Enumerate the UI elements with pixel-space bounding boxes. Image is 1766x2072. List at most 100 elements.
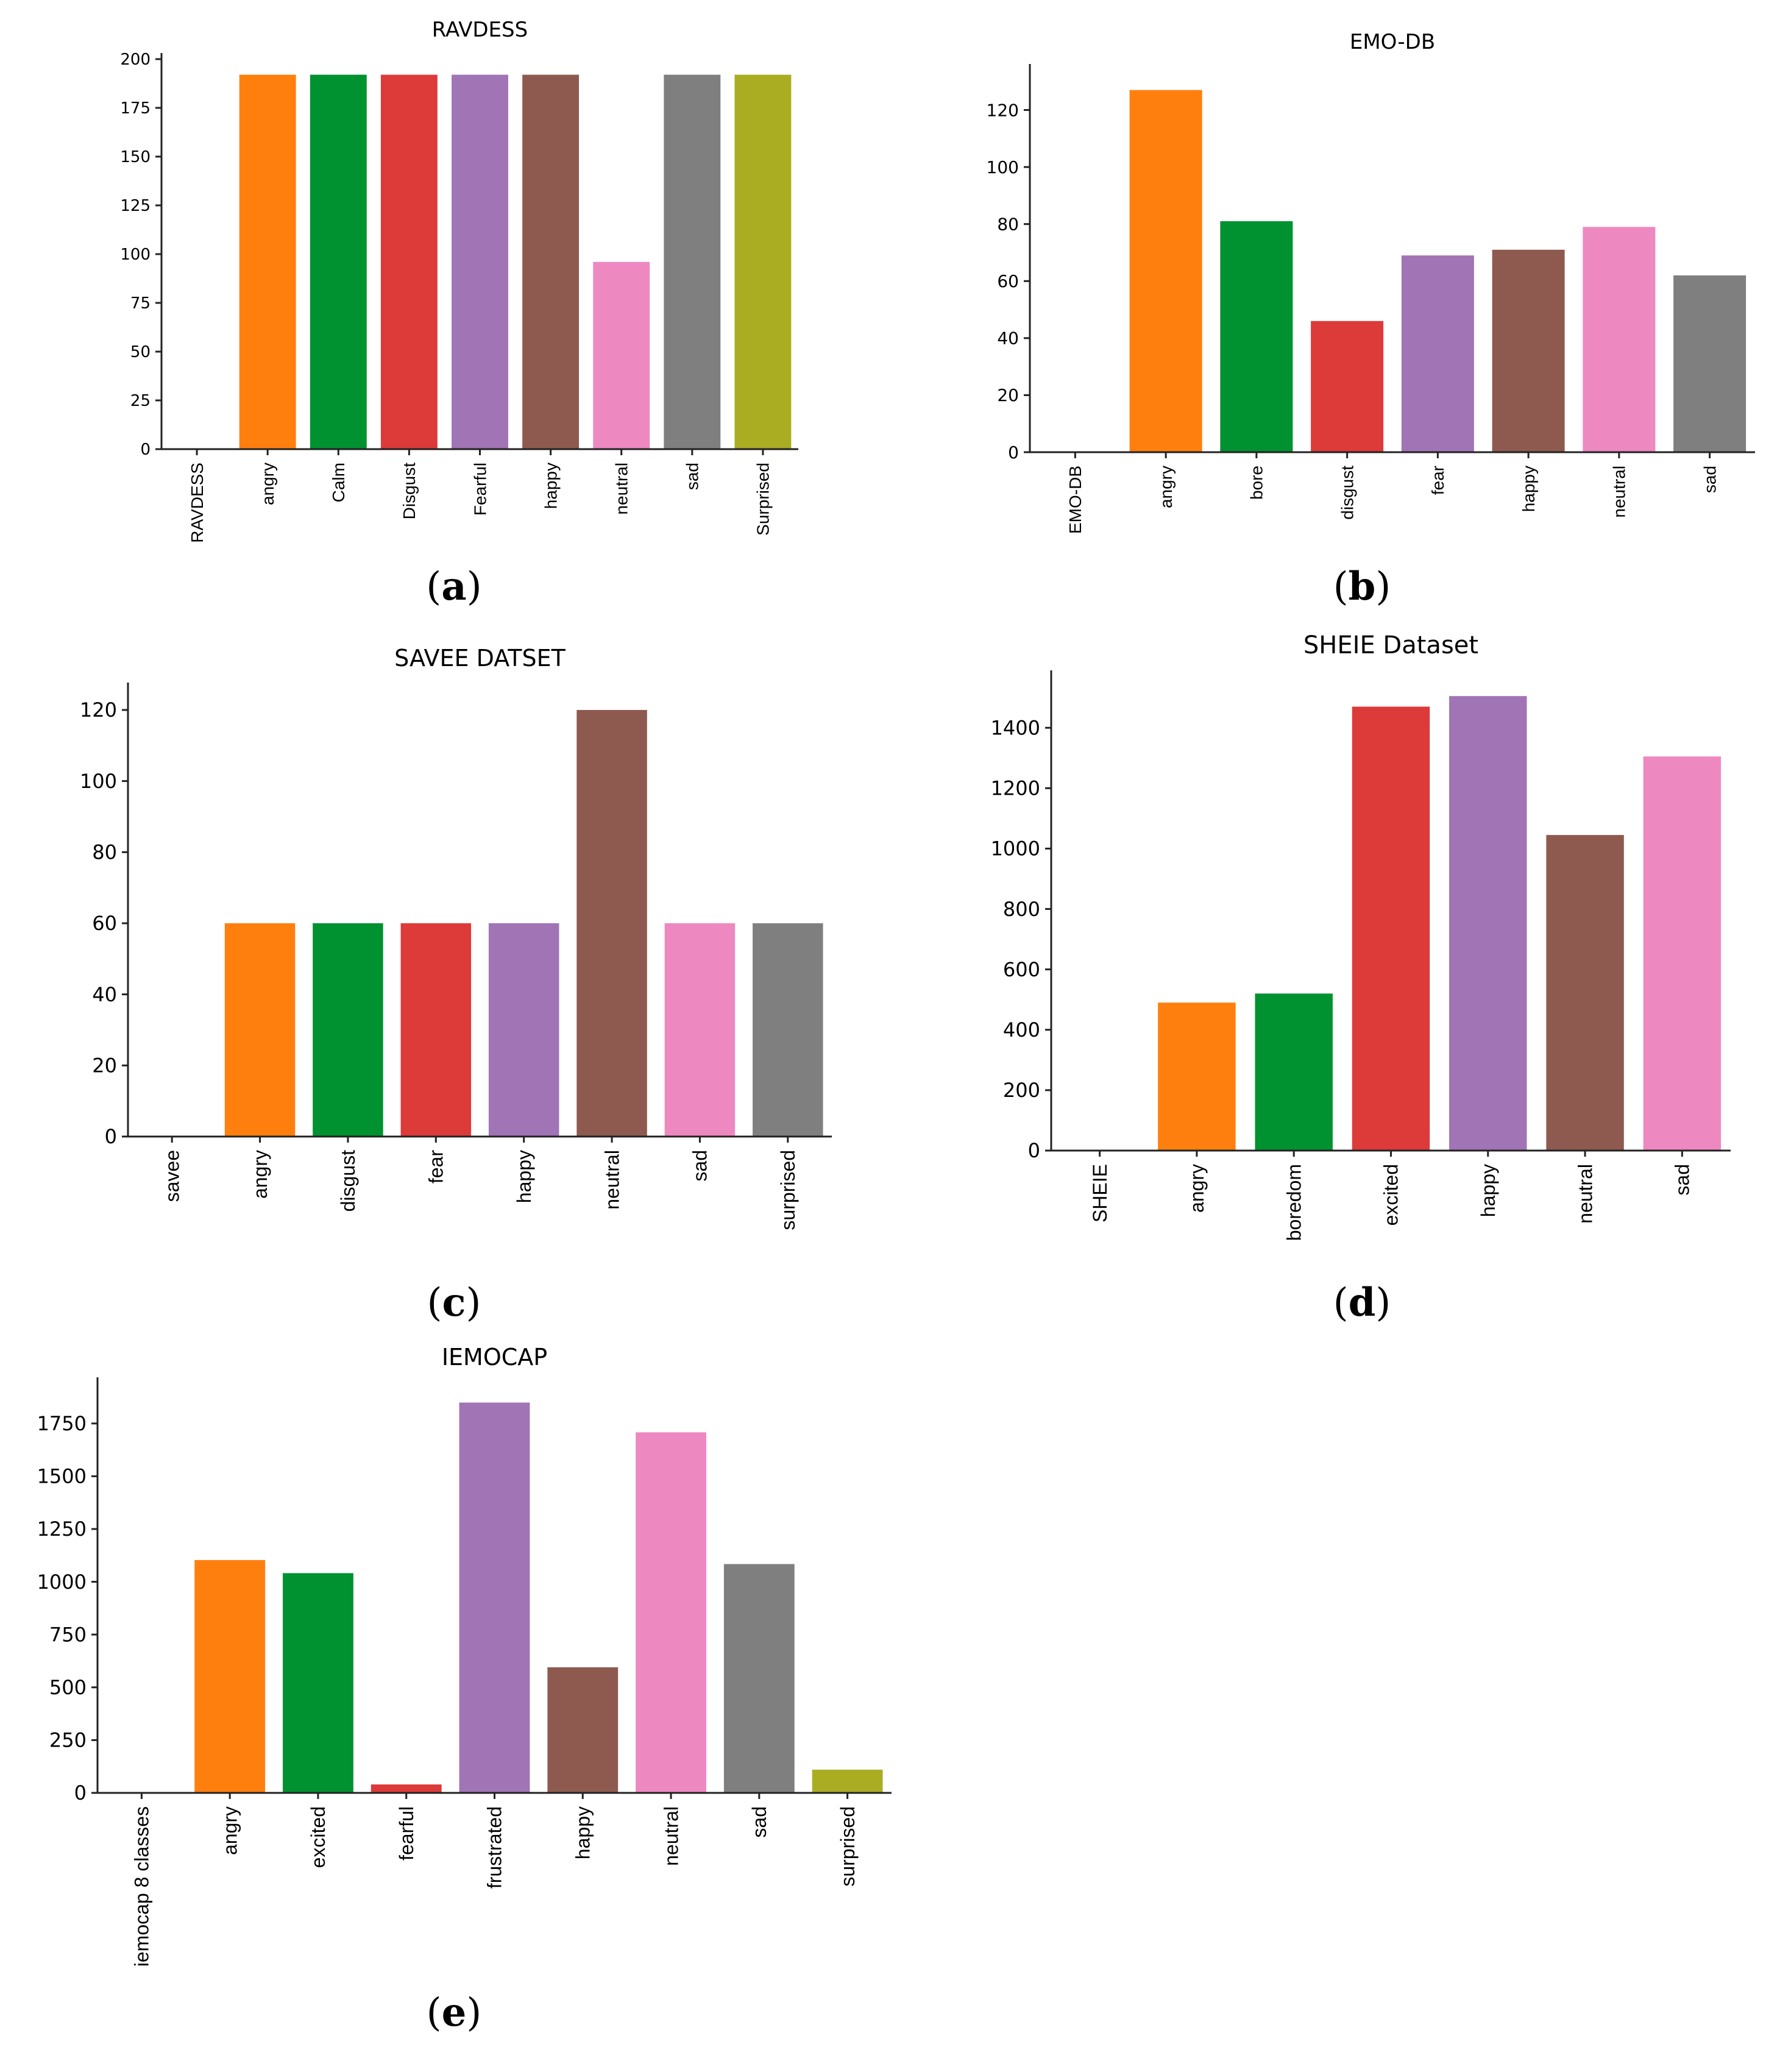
chart-title-d: SHEIE Dataset (1303, 631, 1478, 659)
y-tick-label: 250 (49, 1729, 87, 1752)
y-tick-label: 125 (120, 197, 151, 215)
y-tick-label: 400 (1003, 1018, 1040, 1041)
y-tick-label: 0 (1008, 442, 1019, 463)
y-tick-label: 600 (1003, 958, 1040, 981)
x-tick-label: disgust (337, 1150, 359, 1212)
x-tick-label: neutral (601, 1150, 623, 1210)
x-tick-label: neutral (1610, 466, 1629, 518)
x-tick-label: sad (1672, 1164, 1693, 1196)
bar-b-sad (1673, 275, 1746, 452)
y-tick-label: 1400 (991, 716, 1040, 739)
chart-title-a: RAVDESS (432, 18, 528, 42)
x-tick-label: surprised (837, 1806, 859, 1887)
caption-a: (a) (426, 564, 482, 609)
chart-title-c: SAVEE DATSET (394, 645, 566, 672)
bar-b-neutral (1583, 227, 1656, 452)
y-tick-label: 25 (130, 392, 151, 410)
y-tick-label: 150 (120, 148, 151, 166)
x-tick-label: SHEIE (1089, 1164, 1111, 1222)
x-tick-label: disgust (1338, 466, 1356, 520)
y-tick-label: 1250 (37, 1517, 87, 1541)
x-tick-label: RAVDESS (188, 463, 207, 543)
y-tick-label: 0 (74, 1781, 87, 1804)
bar-d-excited (1352, 706, 1430, 1151)
bar-e-sad (723, 1564, 795, 1793)
bar-b-happy (1492, 249, 1565, 452)
x-tick-label: happy (1519, 466, 1538, 512)
caption-d: (d) (1333, 1280, 1391, 1325)
bar-a-calm (310, 74, 367, 450)
bar-a-angry (239, 74, 296, 450)
bar-a-fearful (452, 74, 508, 450)
x-tick-label: happy (513, 1150, 535, 1203)
bar-c-disgust (313, 923, 383, 1137)
bar-e-happy (547, 1667, 619, 1793)
x-tick-label: Disgust (400, 463, 419, 520)
bar-a-disgust (380, 74, 438, 450)
x-tick-label: happy (572, 1806, 594, 1859)
bar-e-neutral (636, 1432, 706, 1793)
y-tick-label: 100 (80, 770, 117, 793)
y-tick-label: 40 (92, 983, 117, 1006)
x-tick-label: neutral (1574, 1164, 1596, 1224)
x-tick-label: excited (1380, 1164, 1402, 1226)
y-tick-label: 800 (1003, 898, 1040, 921)
x-tick-label: sad (748, 1806, 770, 1838)
x-tick-label: frustrated (484, 1806, 506, 1889)
x-tick-label: sad (689, 1150, 711, 1182)
x-tick-label: excited (307, 1806, 329, 1868)
y-tick-label: 750 (49, 1623, 87, 1646)
x-tick-label: angry (249, 1150, 271, 1199)
bar-e-angry (194, 1559, 266, 1793)
bar-e-frustrated (459, 1402, 530, 1793)
x-tick-label: sad (683, 463, 702, 490)
bar-e-fearful (371, 1784, 442, 1793)
y-tick-label: 0 (1028, 1139, 1040, 1162)
y-tick-label: 120 (80, 698, 117, 722)
x-tick-label: Fearful (470, 463, 489, 516)
caption-e: (e) (426, 1990, 482, 2035)
bar-e-surprised (812, 1769, 883, 1793)
bar-b-bore (1220, 221, 1293, 452)
bar-c-happy (488, 923, 559, 1137)
x-tick-label: angry (219, 1806, 241, 1855)
y-tick-label: 100 (120, 246, 151, 264)
y-tick-label: 80 (997, 214, 1019, 234)
bar-c-sad (664, 923, 736, 1137)
bar-d-happy (1449, 696, 1527, 1151)
bar-d-angry (1158, 1002, 1236, 1151)
caption-b: (b) (1333, 564, 1391, 609)
x-tick-label: neutral (612, 463, 631, 515)
x-tick-label: fear (425, 1150, 447, 1183)
y-tick-label: 200 (1003, 1079, 1040, 1102)
y-tick-label: 0 (105, 1125, 117, 1148)
caption-c: (c) (427, 1280, 481, 1325)
y-tick-label: 1000 (991, 837, 1040, 860)
bar-c-angry (224, 923, 296, 1137)
y-tick-label: 40 (997, 328, 1019, 349)
y-tick-label: 20 (997, 385, 1019, 405)
bar-b-angry (1129, 90, 1202, 453)
bar-c-fear (400, 923, 472, 1137)
x-tick-label: angry (258, 463, 277, 505)
bar-e-excited (283, 1573, 353, 1793)
bar-b-fear (1401, 255, 1474, 452)
bar-d-sad (1643, 756, 1722, 1151)
x-tick-label: bore (1247, 466, 1266, 500)
x-tick-label: fear (1428, 466, 1447, 495)
x-tick-label: iemocap 8 classes (131, 1806, 153, 1967)
x-tick-label: EMO-DB (1066, 466, 1085, 534)
bar-c-surprised (753, 923, 823, 1137)
y-tick-label: 60 (92, 912, 117, 935)
bar-b-disgust (1311, 321, 1384, 452)
y-tick-label: 1750 (37, 1412, 87, 1435)
y-tick-label: 120 (987, 100, 1019, 120)
chart-title-b: EMO-DB (1350, 30, 1435, 54)
y-tick-label: 1200 (991, 777, 1040, 800)
y-tick-label: 100 (987, 157, 1019, 177)
y-tick-label: 50 (130, 343, 151, 361)
